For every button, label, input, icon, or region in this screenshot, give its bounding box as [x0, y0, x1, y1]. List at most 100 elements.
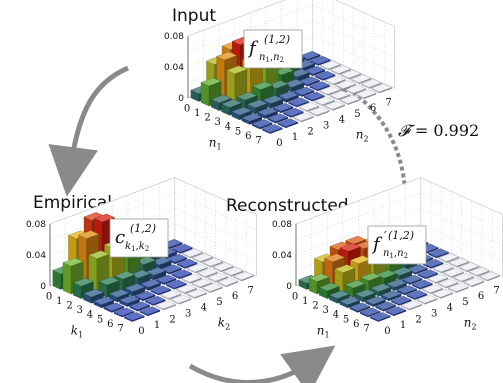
z-axis: 0.08 0.04 0 — [164, 32, 189, 104]
bar — [401, 300, 422, 311]
bar — [463, 277, 485, 288]
bar — [340, 69, 362, 80]
bar — [277, 118, 299, 129]
bar — [251, 119, 273, 130]
bar — [171, 269, 193, 280]
y-tick-label: 7 — [493, 285, 499, 296]
x-axis-label: k1 — [71, 323, 83, 339]
y-tick-label: 1 — [154, 320, 160, 331]
bar — [93, 296, 115, 309]
bar — [314, 96, 335, 107]
bar — [134, 291, 156, 302]
bar — [345, 84, 367, 95]
bar — [197, 268, 218, 278]
x-tick-label: 4 — [333, 310, 339, 321]
bar — [171, 244, 193, 254]
bar — [241, 113, 263, 125]
bar — [319, 86, 341, 96]
bar — [108, 289, 130, 303]
bar — [202, 257, 224, 268]
bar — [288, 97, 310, 108]
bar — [359, 307, 381, 318]
bar — [113, 307, 135, 318]
bar — [432, 289, 454, 299]
formula-superscript: (1,2) — [388, 229, 414, 242]
bar — [191, 278, 213, 289]
y-tick-label: 3 — [185, 309, 191, 320]
bar — [282, 108, 304, 118]
bar — [422, 284, 443, 295]
y-tick-label: 3 — [431, 309, 437, 320]
bar — [390, 296, 412, 306]
z-tick-label: 0 — [178, 94, 184, 104]
bar — [380, 290, 402, 302]
bar — [201, 283, 223, 293]
bar — [329, 90, 351, 101]
bar — [272, 103, 294, 114]
x-axis-label: n1 — [209, 135, 222, 151]
bar — [448, 257, 470, 268]
y-tick-label: 1 — [292, 132, 298, 143]
y-tick-label: 2 — [169, 314, 175, 325]
bar — [369, 312, 391, 322]
bar — [375, 301, 397, 312]
bar — [160, 290, 182, 300]
bar — [324, 75, 346, 86]
bar — [437, 278, 459, 289]
bar — [150, 285, 172, 296]
bar — [293, 112, 314, 123]
bar — [182, 248, 203, 259]
formula-superscript: (1,2) — [264, 33, 290, 46]
y-tick-label: 6 — [370, 103, 376, 114]
bar — [261, 124, 283, 134]
z-tick-label: 0.04 — [164, 63, 184, 73]
bar — [83, 288, 104, 304]
bar — [458, 262, 480, 273]
bar — [309, 81, 331, 92]
bar — [186, 289, 208, 299]
bar — [365, 296, 386, 307]
bar — [170, 294, 192, 305]
bar — [298, 102, 320, 112]
y-tick-label: 0 — [138, 326, 144, 337]
fidelity-value: 0.992 — [433, 121, 479, 140]
x-tick-label: 7 — [117, 324, 123, 335]
y-tick-label: 6 — [478, 291, 484, 302]
bar — [257, 107, 278, 119]
y-axis-label: n2 — [356, 128, 369, 144]
bar — [144, 296, 166, 306]
x-tick-label: 7 — [255, 136, 261, 147]
y-axis-label: n2 — [464, 316, 477, 332]
bar — [391, 267, 413, 281]
bar — [212, 262, 234, 273]
bar — [396, 285, 418, 296]
bar — [417, 269, 439, 280]
x-tick-label: 2 — [66, 301, 72, 312]
x-tick-label: 3 — [77, 305, 83, 316]
panel-title: Input — [172, 6, 216, 26]
bar — [438, 253, 460, 263]
y-tick-label: 0 — [276, 138, 282, 149]
formula-superscript: (1,2) — [130, 222, 156, 235]
bar — [385, 306, 407, 317]
y-tick-label: 0 — [384, 326, 390, 337]
bar — [422, 259, 444, 269]
y-tick-label: 5 — [462, 297, 468, 308]
bar — [314, 71, 336, 81]
x-tick-label: 7 — [363, 324, 369, 335]
y-tick-label: 4 — [339, 115, 345, 126]
bar — [335, 80, 356, 90]
bar — [165, 279, 187, 290]
x-tick-label: 6 — [107, 319, 113, 330]
bar — [192, 253, 214, 263]
bar — [176, 284, 197, 295]
z-tick-label: 0 — [40, 282, 46, 292]
z-axis: 0.08 0.04 0 — [272, 220, 297, 292]
formula-prime: ′ — [384, 229, 387, 243]
bar — [129, 301, 151, 312]
z-tick-label: 0.08 — [272, 220, 292, 230]
formula-box: f (1,2)n1,n2 — [243, 29, 303, 69]
x-tick-label: 3 — [323, 305, 329, 316]
